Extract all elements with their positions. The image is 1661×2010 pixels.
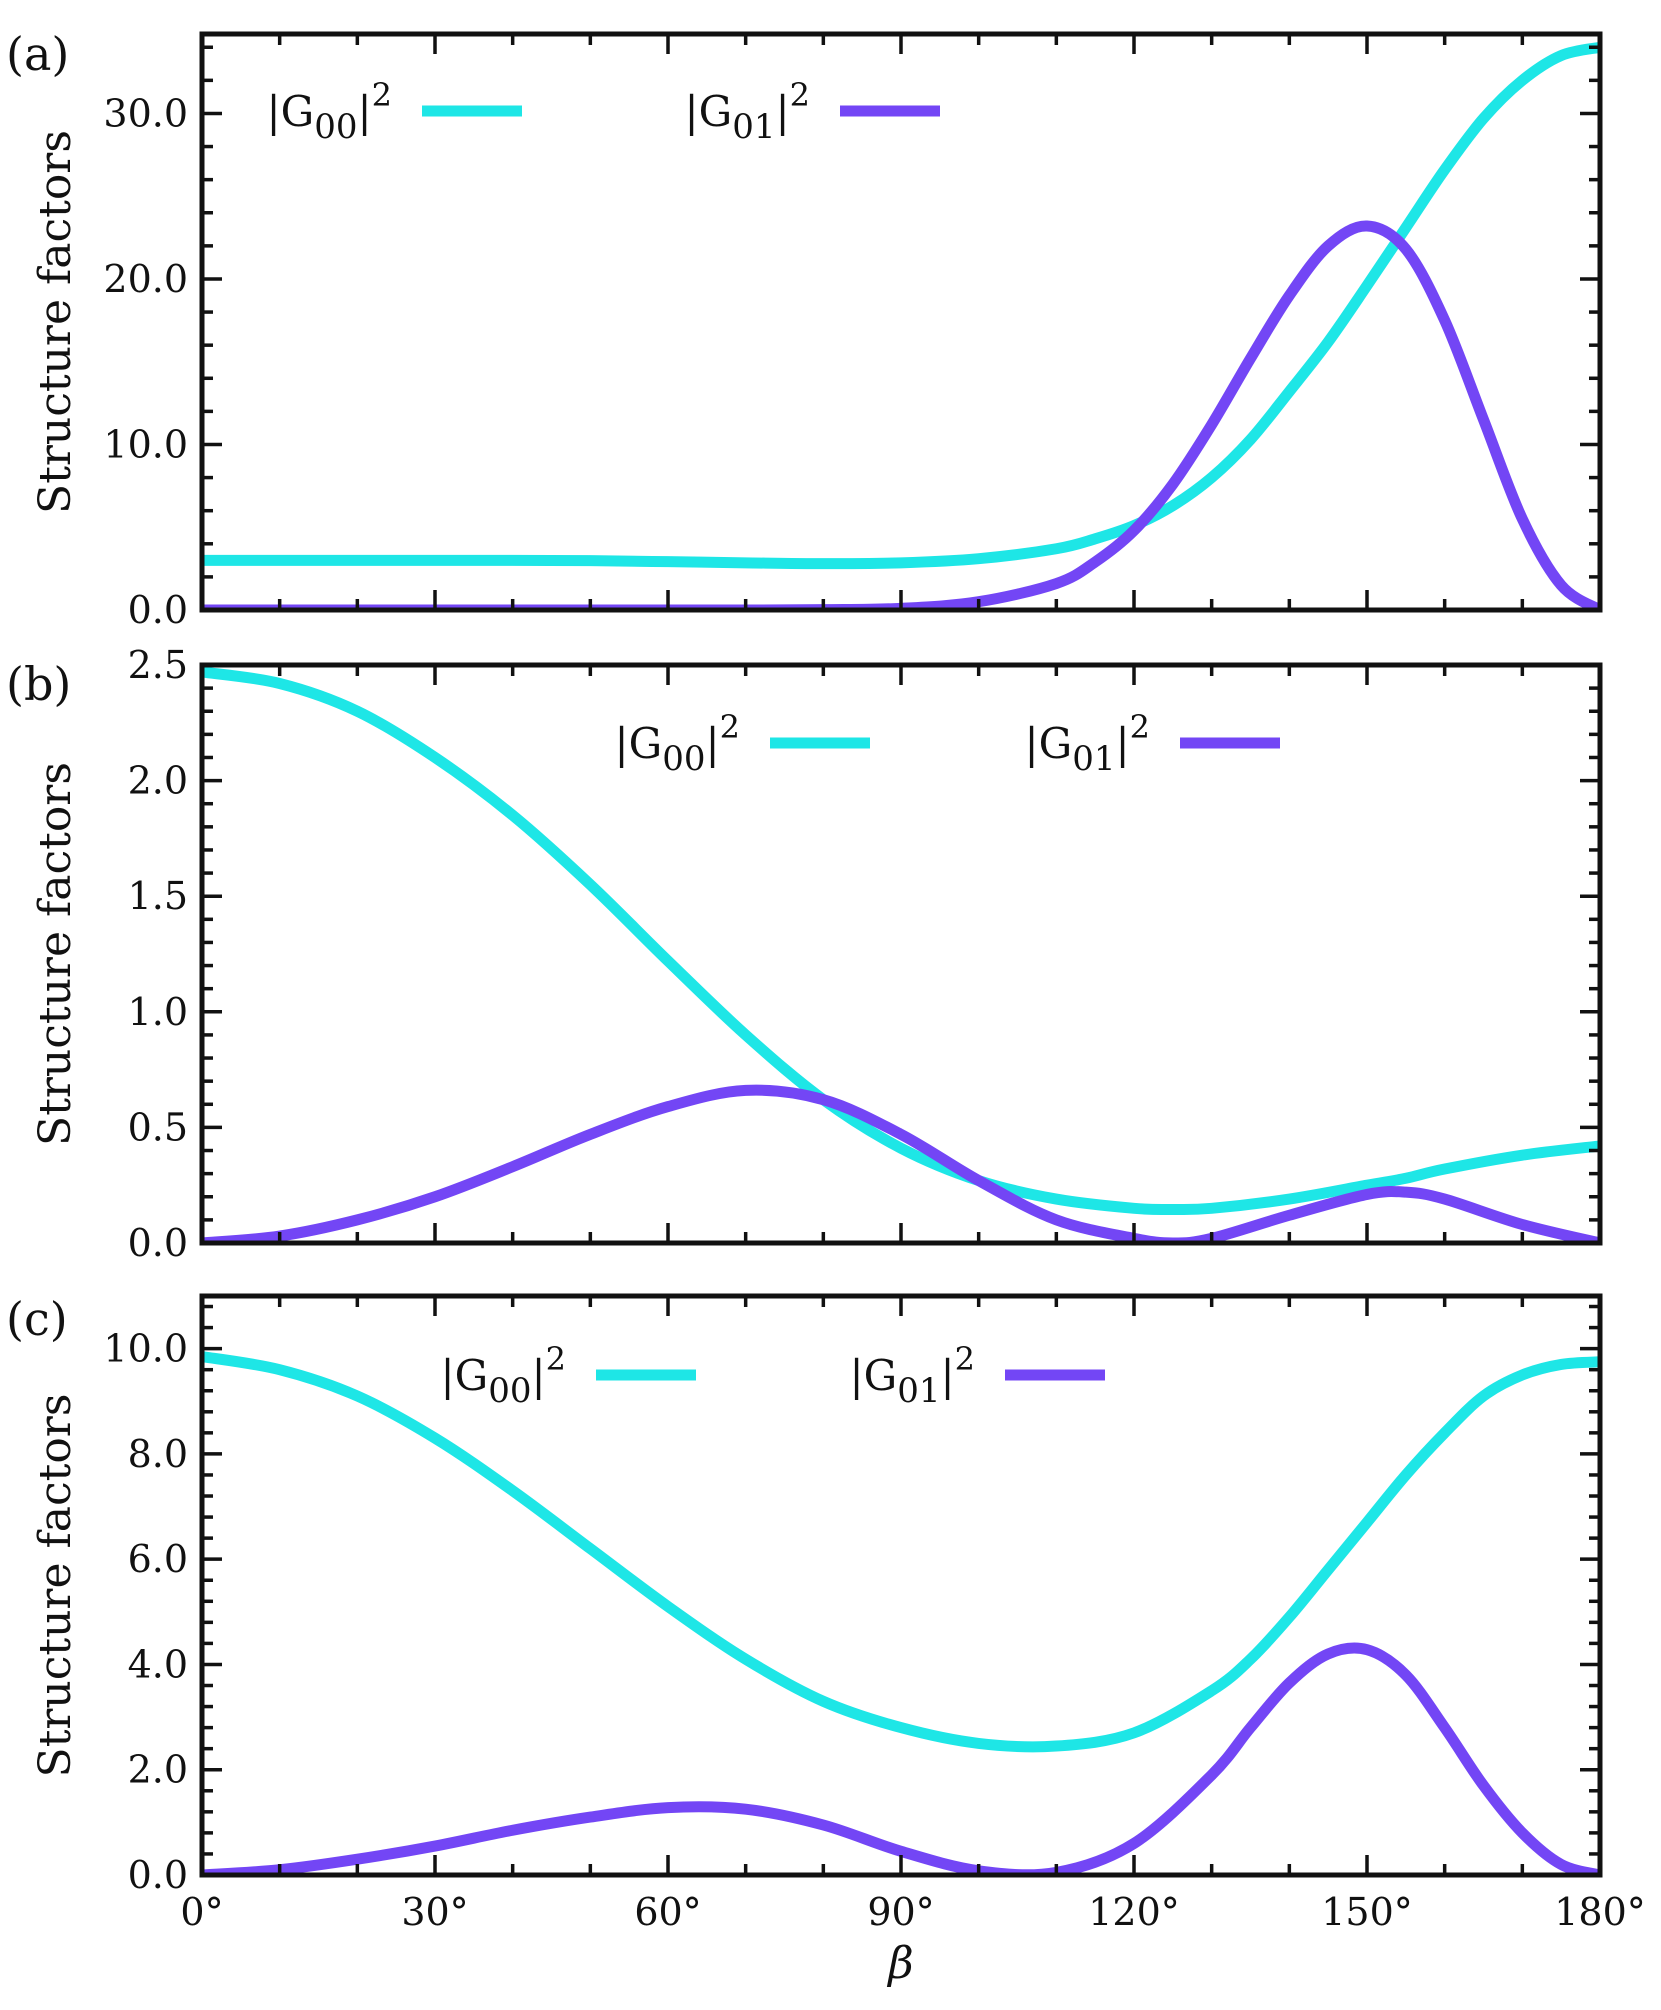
series-line-g00 xyxy=(202,41,1600,570)
legend: |G00|2 |G01|2 xyxy=(615,708,1280,779)
legend-item-g01: |G01|2 xyxy=(685,76,940,147)
y-tick-label: 0.0 xyxy=(128,1221,188,1265)
legend-item-g00: |G00|2 xyxy=(441,1340,696,1411)
y-tick-label: 1.0 xyxy=(128,990,188,1034)
y-tick-label: 2.0 xyxy=(128,759,188,803)
y-tick-label: 0.0 xyxy=(128,588,188,632)
y-tick-label: 4.0 xyxy=(128,1642,188,1686)
x-tick-label: 180° xyxy=(1554,1890,1646,1934)
plot-frame xyxy=(199,31,1603,613)
x-tick-label: 30° xyxy=(401,1890,468,1934)
legend-item-g00: |G00|2 xyxy=(615,708,870,779)
series-line-g01 xyxy=(202,220,1600,610)
panel-a: 0.0 10.0 20.0 30.0 Structure factors (a) |G00|… xyxy=(6,27,1603,632)
y-tick-label: 10.0 xyxy=(103,422,188,466)
y-tick-label: 1.5 xyxy=(128,874,188,918)
series-line-g00 xyxy=(202,1351,1600,1753)
x-tick-label: 0° xyxy=(180,1890,223,1934)
legend-label-g00: |G00|2 xyxy=(267,76,392,147)
x-tick-label: 150° xyxy=(1321,1890,1413,1934)
series-line-g01 xyxy=(202,1084,1600,1243)
y-tick-label: 8.0 xyxy=(128,1432,188,1476)
x-tick-label: 120° xyxy=(1088,1890,1180,1934)
x-axis-label: β xyxy=(886,1938,913,1989)
y-tick-label: 0.0 xyxy=(128,1853,188,1897)
y-axis-label: Structure factors xyxy=(30,130,81,514)
y-tick-label: 2.5 xyxy=(128,643,188,687)
series-line-g01 xyxy=(202,1642,1600,1875)
panel-label: (b) xyxy=(6,657,71,711)
panel-label: (c) xyxy=(6,1292,68,1346)
y-tick-label: 20.0 xyxy=(103,257,188,301)
y-tick-label: 30.0 xyxy=(103,91,188,135)
legend-label-g01: |G01|2 xyxy=(850,1340,975,1411)
x-tick-label: 90° xyxy=(867,1890,934,1934)
y-axis-label: Structure factors xyxy=(30,1394,81,1778)
y-tick-label: 0.5 xyxy=(128,1105,188,1149)
legend-item-g00: |G00|2 xyxy=(267,76,522,147)
y-tick-label: 10.0 xyxy=(103,1327,188,1371)
legend: |G00|2 |G01|2 xyxy=(441,1340,1105,1411)
y-tick-label: 6.0 xyxy=(128,1537,188,1581)
panel-b: 0.0 0.5 1.0 1.5 2.0 2.5 Structure factors (b) |G… xyxy=(6,643,1603,1265)
legend-label-g01: |G01|2 xyxy=(1025,708,1150,779)
y-axis-label: Structure factors xyxy=(30,762,81,1146)
legend: |G00|2 |G01|2 xyxy=(267,76,940,147)
legend-label-g00: |G00|2 xyxy=(441,1340,566,1411)
x-tick-label: 60° xyxy=(634,1890,701,1934)
legend-label-g00: |G00|2 xyxy=(615,708,740,779)
y-tick-label: 2.0 xyxy=(128,1748,188,1792)
legend-label-g01: |G01|2 xyxy=(685,76,810,147)
legend-item-g01: |G01|2 xyxy=(850,1340,1105,1411)
legend-item-g01: |G01|2 xyxy=(1025,708,1280,779)
panel-label: (a) xyxy=(6,27,69,81)
series-line-g00 xyxy=(202,666,1600,1216)
panel-c: 0.0 2.0 4.0 6.0 8.0 10.0 0° 30° 60° 90° 120° 150° 18… xyxy=(6,1292,1646,1989)
plot-frame xyxy=(199,662,1603,1246)
